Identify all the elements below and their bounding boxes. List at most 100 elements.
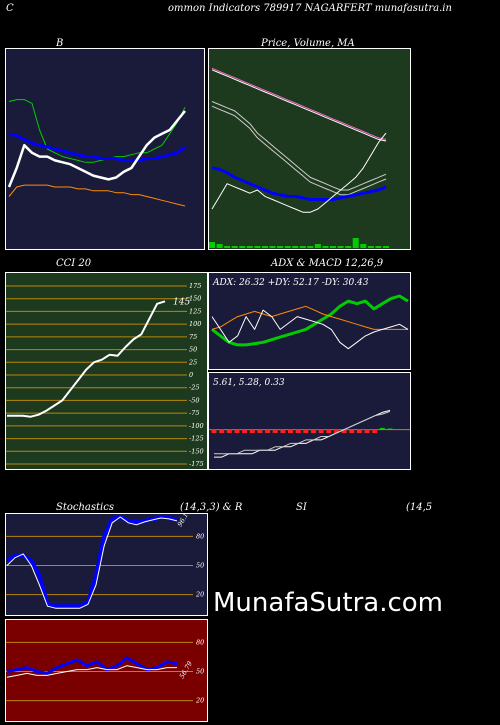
volume-bar (246, 246, 253, 248)
cci-tick-label: -25 (189, 384, 199, 392)
bollinger-series-1 (8, 132, 186, 162)
rsi-params: (14,5 (406, 502, 433, 513)
adx-panel: ADX: 26.32 +DY: 52.17 -DY: 30.43 (208, 272, 411, 370)
cci-tick-label: 75 (189, 333, 197, 341)
macd-hist-bar (219, 429, 225, 433)
cci-tick-label: -125 (189, 435, 204, 443)
cci-last-value: 145 (173, 297, 190, 307)
macd-hist-bar (387, 428, 393, 430)
panel-background (208, 272, 411, 370)
macd-hist-bar (311, 429, 316, 433)
cci-tick-label: -75 (189, 409, 199, 417)
volume-bar (224, 246, 231, 248)
cci-tick-label: 150 (189, 295, 201, 303)
rsi-tick-label: 80 (196, 638, 204, 646)
rsi-tick-label: 50 (196, 668, 204, 676)
stoch-tick-label: 20 (195, 591, 204, 599)
cci-tick-label: 100 (189, 320, 201, 328)
volume-bar (239, 246, 246, 248)
volume-bar (269, 246, 276, 248)
volume-bar (367, 246, 374, 248)
stoch-params: (14,3,3) & R (180, 502, 243, 513)
watermark: MunafaSutra.com (213, 588, 444, 618)
macd-hist-bar (333, 429, 339, 433)
stoch-title: Stochastics (56, 502, 114, 513)
adx-title: ADX & MACD 12,26,9 (271, 258, 384, 269)
adx-series-0 (211, 294, 409, 347)
price-ma-panel (208, 48, 411, 250)
rsi-tick-label: 20 (195, 697, 204, 705)
price-ma-series-1 (211, 67, 387, 140)
macd-hist-bar (379, 427, 385, 430)
stoch-d-line (6, 516, 178, 609)
adx-series-2 (211, 309, 409, 350)
rsi-signal-line (6, 665, 177, 678)
rsi-title: SI (296, 502, 307, 513)
volume-bar (314, 244, 321, 248)
cci-tick-label: 175 (189, 282, 201, 290)
volume-bar (254, 246, 261, 248)
cci-tick-label: 25 (188, 358, 197, 366)
volume-bar (330, 246, 336, 248)
volume-bar (209, 242, 215, 248)
macd-hist-bar (372, 429, 378, 433)
adx-series-1 (211, 305, 408, 330)
macd-hist-bar (249, 429, 255, 433)
bollinger-series-0 (8, 99, 186, 163)
macd-hist-bar (356, 429, 362, 433)
bollinger-series-2 (7, 110, 186, 188)
macd-hist-bar (265, 429, 271, 433)
macd-hist-bar (234, 429, 240, 433)
macd-hist-bar (226, 429, 232, 433)
volume-bar (322, 246, 329, 248)
macd-hist-bar (326, 429, 332, 433)
cci-line (7, 300, 166, 418)
bollinger-panel (5, 48, 205, 250)
volume-bar (284, 246, 291, 248)
bollinger-title: B (56, 38, 64, 49)
cci-title: CCI 20 (56, 258, 92, 269)
macd-signal-line (214, 410, 391, 455)
price-ma-title: Price, Volume, MA (261, 38, 355, 49)
cci-tick-label: -150 (189, 447, 204, 455)
volume-bar (352, 238, 359, 248)
header-c-letter: C (6, 3, 14, 14)
price-ma-series-4 (211, 132, 387, 213)
volume-bar (345, 246, 352, 248)
volume-bar (360, 244, 367, 248)
stoch-tick-label: 50 (196, 562, 204, 570)
cci-tick-label: 50 (189, 346, 197, 354)
volume-bar (231, 246, 238, 248)
panel-background (5, 48, 205, 250)
cci-tick-label: 125 (189, 307, 201, 315)
stoch-tick-label: 80 (196, 532, 204, 540)
price-ma-series-0 (211, 69, 387, 142)
volume-bar (337, 246, 344, 248)
volume-bar (307, 246, 314, 248)
volume-bar (375, 246, 382, 248)
cci-tick-label: -175 (189, 460, 204, 468)
bollinger-series-3 (8, 184, 186, 207)
macd-panel: 5.61, 5.28, 0.33 (208, 372, 411, 470)
macd-hist-bar (364, 429, 370, 433)
macd-hist-bar (349, 429, 355, 433)
volume-bar (262, 246, 268, 248)
macd-hist-bar (288, 429, 293, 433)
volume-bar (383, 246, 389, 248)
macd-hist-bar (211, 429, 217, 433)
panel-background (208, 48, 411, 250)
volume-bar (216, 244, 223, 248)
volume-bar (299, 246, 306, 248)
macd-hist-bar (242, 429, 248, 433)
macd-hist-bar (303, 429, 309, 433)
stoch-k-line (5, 515, 178, 609)
volume-bar (277, 246, 284, 248)
macd-hist-bar (341, 429, 347, 433)
header-title: ommon Indicators 789917 NAGARFERT munafa… (168, 3, 452, 14)
price-ma-series-3 (211, 166, 387, 201)
macd-hist-bar (318, 429, 324, 433)
macd-hist-bar (280, 429, 286, 433)
macd-readout: 5.61, 5.28, 0.33 (213, 378, 285, 388)
